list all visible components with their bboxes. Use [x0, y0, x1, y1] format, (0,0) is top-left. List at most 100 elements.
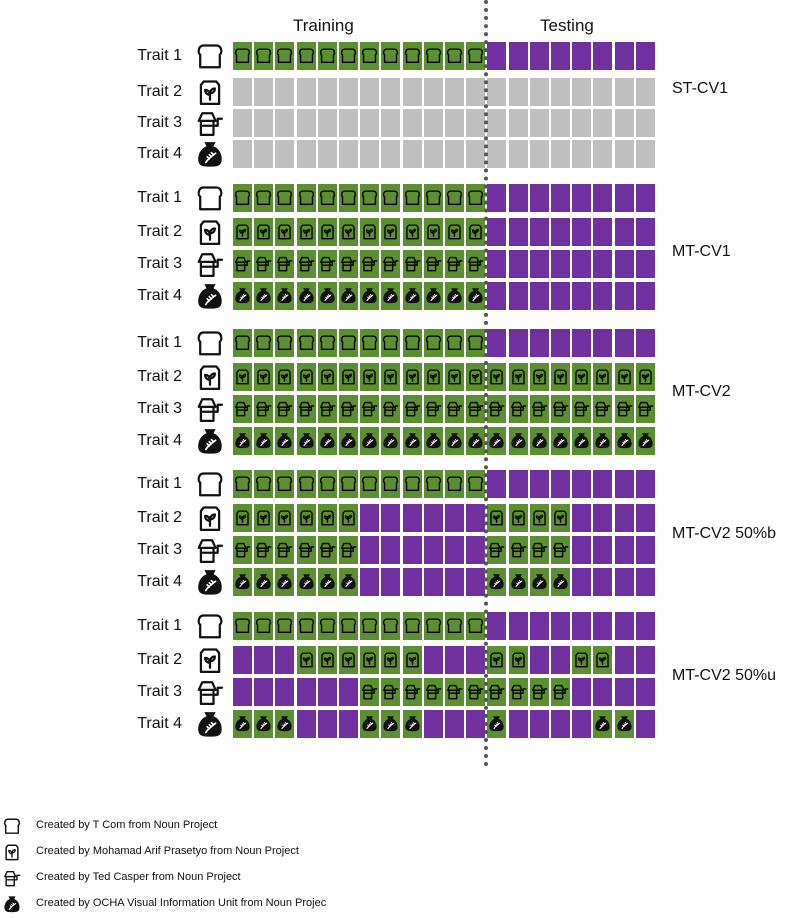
missing-cell [402, 109, 422, 137]
training-cell [317, 42, 337, 70]
testing-cell [445, 504, 464, 532]
missing-cell [254, 78, 274, 106]
grain-sack-icon [196, 282, 224, 310]
training-cell [339, 218, 358, 246]
training-cell [381, 646, 401, 674]
missing-cell [466, 140, 486, 168]
grain-sack-icon [196, 710, 224, 738]
missing-cell [614, 140, 634, 168]
credit-text: Created by Mohamad Arif Prasetyo from No… [36, 845, 299, 857]
training-cell [296, 363, 316, 391]
missing-cell [381, 140, 401, 168]
training-cell [529, 427, 549, 455]
training-cell [487, 646, 507, 674]
training-cell [402, 395, 422, 423]
training-cell [508, 678, 528, 706]
training-cell [487, 427, 507, 455]
missing-cell [296, 109, 316, 137]
testing-cell [445, 646, 464, 674]
testing-cell [317, 678, 337, 706]
training-cell [402, 678, 422, 706]
testing-cell [551, 282, 570, 310]
training-cell [339, 470, 358, 498]
training-cell [508, 536, 528, 564]
testing-header: Testing [540, 16, 594, 35]
testing-cell [572, 184, 592, 212]
testing-cell [445, 568, 464, 596]
missing-cell [614, 78, 634, 106]
training-cell [402, 710, 422, 738]
testing-cell [614, 42, 634, 70]
training-cell [381, 329, 401, 357]
testing-cell [529, 710, 549, 738]
training-cell [381, 678, 401, 706]
training-cell [529, 395, 549, 423]
training-cell [466, 427, 486, 455]
training-cell [381, 363, 401, 391]
testing-cell [529, 470, 549, 498]
testing-cell [381, 568, 401, 596]
missing-cell [402, 140, 422, 168]
missing-cell [445, 109, 464, 137]
training-cell [317, 218, 337, 246]
testing-cell [635, 42, 655, 70]
training-cell [402, 250, 422, 278]
training-cell [233, 470, 252, 498]
training-cell [233, 329, 252, 357]
training-cell [487, 568, 507, 596]
training-cell [466, 250, 486, 278]
training-cell [423, 470, 443, 498]
testing-cell [529, 329, 549, 357]
training-cell [423, 427, 443, 455]
training-cell [254, 42, 274, 70]
training-cell [233, 42, 252, 70]
missing-cell [593, 109, 613, 137]
mill-icon [196, 395, 224, 423]
testing-cell [360, 536, 380, 564]
missing-cell [445, 140, 464, 168]
testing-cell [635, 504, 655, 532]
testing-cell [275, 646, 295, 674]
testing-cell [529, 184, 549, 212]
training-cell [339, 42, 358, 70]
testing-cell [423, 646, 443, 674]
training-cell [339, 184, 358, 212]
trait-label: Trait 2 [137, 368, 182, 385]
missing-cell [466, 109, 486, 137]
testing-cell [339, 710, 358, 738]
training-cell [254, 568, 274, 596]
missing-cell [233, 78, 252, 106]
training-cell [572, 646, 592, 674]
testing-cell [635, 646, 655, 674]
training-cell [360, 710, 380, 738]
training-cell [254, 427, 274, 455]
training-cell [381, 612, 401, 640]
missing-cell [635, 109, 655, 137]
training-cell [445, 42, 464, 70]
missing-cell [296, 140, 316, 168]
training-cell [529, 568, 549, 596]
missing-cell [317, 78, 337, 106]
missing-cell [508, 140, 528, 168]
testing-cell [529, 42, 549, 70]
missing-cell [593, 140, 613, 168]
training-cell [233, 536, 252, 564]
testing-cell [487, 218, 507, 246]
scheme-label: ST-CV1 [672, 80, 729, 97]
training-cell [381, 218, 401, 246]
testing-cell [614, 282, 634, 310]
training-cell [445, 612, 464, 640]
bread-icon [196, 612, 224, 640]
training-cell [466, 184, 486, 212]
bread-icon [196, 329, 224, 357]
training-cell [254, 536, 274, 564]
training-cell [445, 184, 464, 212]
training-cell [593, 395, 613, 423]
training-cell [551, 395, 570, 423]
testing-cell [593, 282, 613, 310]
testing-cell [572, 42, 592, 70]
bread-icon [196, 184, 224, 212]
training-cell [233, 363, 252, 391]
training-cell [339, 282, 358, 310]
testing-cell [529, 218, 549, 246]
